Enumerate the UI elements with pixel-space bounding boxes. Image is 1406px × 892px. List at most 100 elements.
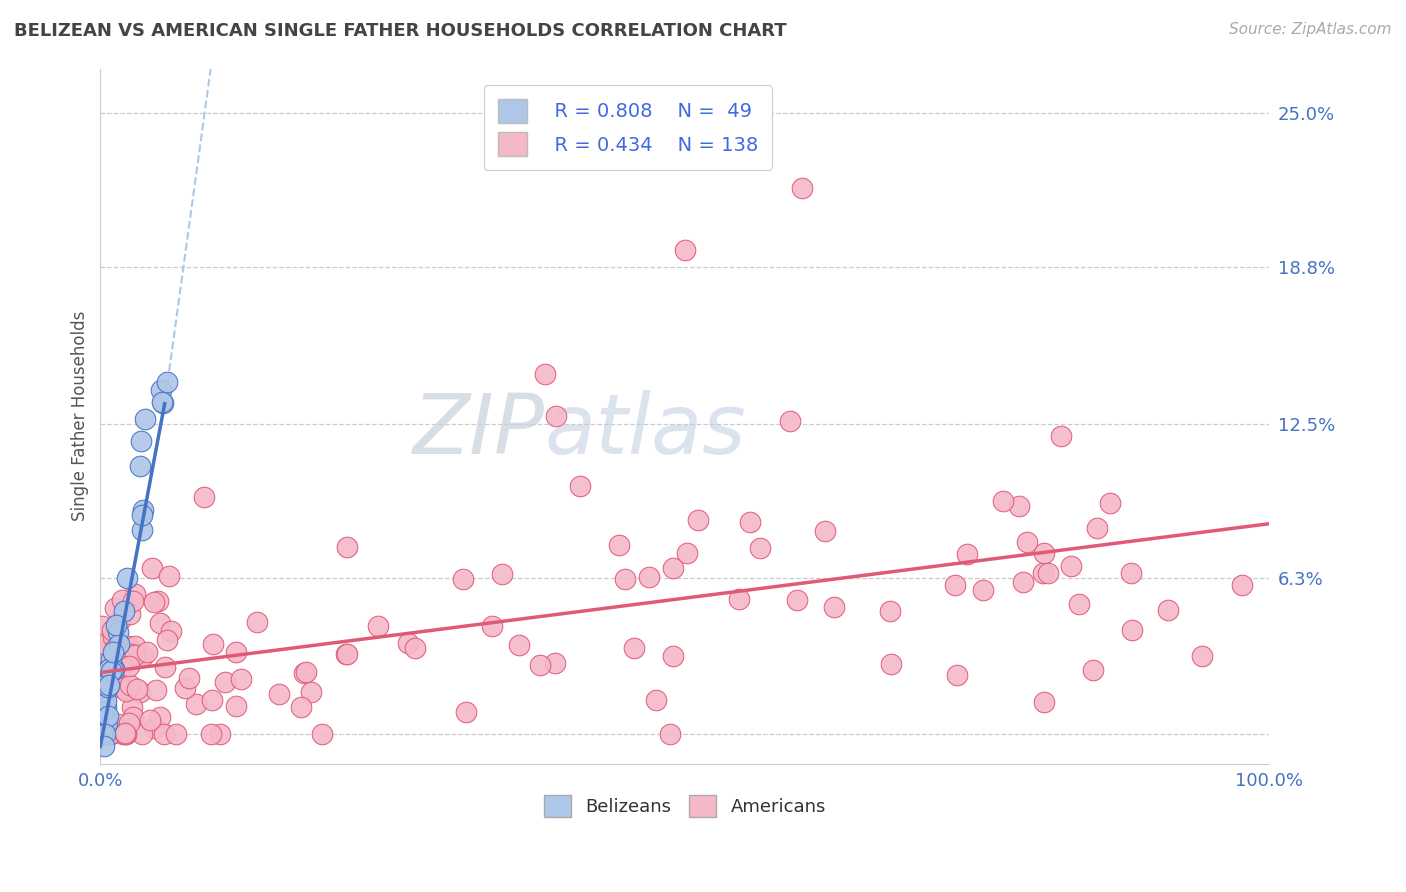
Point bbox=[1121, 623, 1143, 637]
Point bbox=[112, 604, 135, 618]
Point bbox=[225, 698, 247, 713]
Point bbox=[225, 645, 247, 659]
Point bbox=[108, 637, 131, 651]
Point bbox=[121, 699, 143, 714]
Point bbox=[90, 705, 112, 719]
Point bbox=[823, 599, 845, 614]
Text: Source: ZipAtlas.com: Source: ZipAtlas.com bbox=[1229, 22, 1392, 37]
Point bbox=[292, 666, 315, 681]
Point bbox=[546, 409, 568, 424]
Point bbox=[90, 727, 112, 741]
Point bbox=[186, 697, 208, 711]
Point bbox=[114, 727, 136, 741]
Point bbox=[150, 395, 173, 409]
Point bbox=[638, 570, 661, 584]
Point bbox=[673, 243, 696, 257]
Point bbox=[100, 652, 122, 666]
Point bbox=[1032, 566, 1054, 580]
Point bbox=[117, 715, 139, 730]
Point bbox=[267, 687, 290, 701]
Point bbox=[404, 640, 426, 655]
Point bbox=[740, 516, 762, 530]
Point bbox=[101, 658, 124, 673]
Point bbox=[90, 727, 112, 741]
Point bbox=[107, 624, 129, 639]
Point bbox=[115, 684, 138, 698]
Point bbox=[246, 615, 269, 629]
Point bbox=[790, 180, 813, 194]
Point bbox=[150, 383, 173, 397]
Point bbox=[779, 414, 801, 428]
Point bbox=[90, 678, 112, 692]
Point bbox=[1119, 566, 1142, 580]
Point bbox=[1032, 546, 1054, 560]
Point bbox=[104, 601, 127, 615]
Point bbox=[107, 716, 129, 731]
Point bbox=[91, 718, 114, 732]
Point bbox=[124, 639, 146, 653]
Point bbox=[101, 663, 124, 677]
Point bbox=[98, 662, 121, 676]
Point bbox=[121, 594, 143, 608]
Point bbox=[97, 678, 120, 692]
Point bbox=[111, 592, 134, 607]
Point bbox=[623, 640, 645, 655]
Point bbox=[105, 669, 128, 683]
Point bbox=[1036, 566, 1059, 580]
Point bbox=[688, 513, 710, 527]
Point bbox=[152, 727, 174, 741]
Point bbox=[93, 695, 115, 709]
Point bbox=[508, 638, 530, 652]
Point bbox=[100, 664, 122, 678]
Point bbox=[749, 541, 772, 555]
Point bbox=[299, 685, 322, 699]
Point bbox=[117, 639, 139, 653]
Point bbox=[91, 727, 114, 741]
Point bbox=[290, 699, 312, 714]
Point bbox=[118, 607, 141, 622]
Point bbox=[311, 727, 333, 741]
Point bbox=[93, 678, 115, 692]
Point bbox=[118, 659, 141, 673]
Point bbox=[129, 434, 152, 448]
Point bbox=[100, 727, 122, 741]
Point bbox=[662, 561, 685, 575]
Point bbox=[336, 647, 359, 661]
Point bbox=[149, 615, 172, 630]
Point bbox=[335, 541, 357, 555]
Point bbox=[101, 645, 124, 659]
Point bbox=[131, 508, 153, 522]
Point bbox=[156, 633, 179, 648]
Point bbox=[367, 619, 389, 633]
Point bbox=[146, 594, 169, 608]
Point bbox=[90, 685, 112, 699]
Point bbox=[956, 547, 979, 561]
Point bbox=[96, 694, 118, 708]
Point bbox=[491, 566, 513, 581]
Point bbox=[533, 367, 555, 381]
Point bbox=[152, 396, 174, 410]
Point bbox=[614, 572, 637, 586]
Point bbox=[93, 739, 115, 754]
Point bbox=[814, 524, 837, 538]
Point bbox=[727, 591, 749, 606]
Point bbox=[94, 723, 117, 737]
Point bbox=[111, 658, 134, 673]
Point bbox=[1081, 663, 1104, 677]
Point bbox=[117, 681, 139, 696]
Point bbox=[201, 637, 224, 651]
Point bbox=[568, 479, 591, 493]
Point bbox=[214, 675, 236, 690]
Point bbox=[96, 699, 118, 714]
Point bbox=[93, 727, 115, 741]
Point bbox=[1008, 500, 1031, 514]
Point bbox=[156, 375, 179, 389]
Point bbox=[209, 727, 232, 741]
Point bbox=[93, 727, 115, 741]
Point bbox=[117, 571, 139, 585]
Point bbox=[103, 662, 125, 676]
Point bbox=[91, 727, 114, 741]
Point bbox=[90, 619, 112, 633]
Point bbox=[149, 709, 172, 723]
Point bbox=[229, 672, 252, 686]
